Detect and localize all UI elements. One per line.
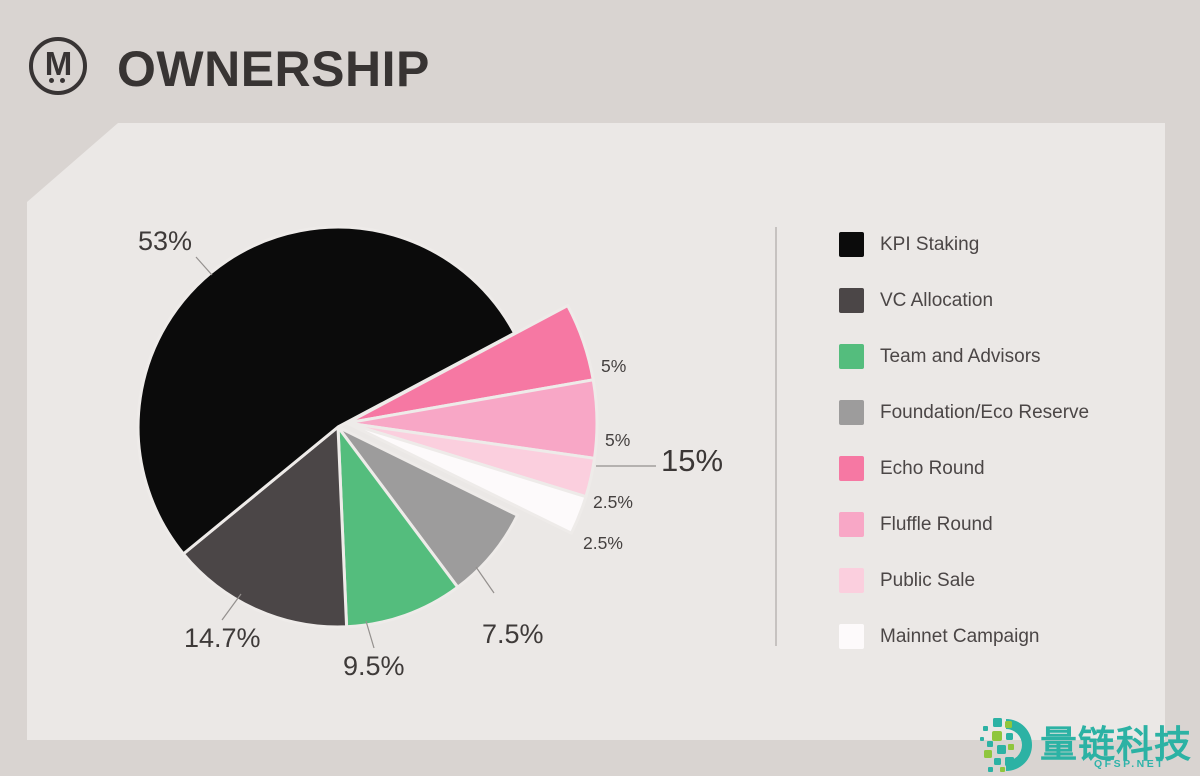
legend-label: Mainnet Campaign	[880, 626, 1040, 647]
pie-slice-kpi-staking[interactable]	[136, 225, 517, 556]
legend-label: Public Sale	[880, 570, 976, 591]
legend-swatch	[839, 344, 864, 369]
legend-item-echo-round: Echo Round	[839, 456, 1089, 481]
legend-divider	[775, 227, 777, 646]
legend-item-team-advisors: Team and Advisors	[839, 344, 1089, 369]
legend-label: VC Allocation	[880, 290, 994, 311]
brand-logo: M	[29, 37, 87, 95]
legend-label: KPI Staking	[880, 234, 980, 255]
slice-label-public-sale: 2.5%	[593, 492, 633, 512]
legend-swatch	[839, 400, 864, 425]
legend-swatch	[839, 624, 864, 649]
watermark: 量链科技 QFSP.NET	[978, 712, 1200, 776]
logo-dot-icon	[49, 78, 54, 83]
watermark-brand-text: 量链科技	[1040, 724, 1192, 765]
slice-label-foundation: 7.5%	[482, 619, 544, 649]
legend-swatch	[839, 456, 864, 481]
slice-label-echo-round: 5%	[601, 356, 627, 376]
legend-item-fluffle-round: Fluffle Round	[839, 512, 1089, 537]
legend-swatch	[839, 288, 864, 313]
legend-swatch	[839, 232, 864, 257]
legend-label: Team and Advisors	[880, 346, 1041, 367]
slice-label-fluffle-round: 5%	[605, 430, 631, 450]
legend-label: Foundation/Eco Reserve	[880, 402, 1090, 423]
pie-slice-foundation-eco-reserve[interactable]	[336, 425, 519, 589]
legend-item-vc-allocation: VC Allocation	[839, 288, 1089, 313]
pie-slice-vc-allocation[interactable]	[181, 425, 349, 629]
logo-dot-icon	[60, 78, 65, 83]
watermark-logo-icon	[980, 718, 1032, 772]
slice-label-mainnet-campaign: 2.5%	[583, 533, 623, 553]
page-title: OWNERSHIP	[117, 41, 430, 97]
slice-label-vc-allocation: 14.7%	[184, 623, 261, 653]
group-callout-label: 15%	[661, 443, 724, 478]
slice-label-kpi-staking: 53%	[138, 226, 193, 256]
legend-label: Fluffle Round	[880, 514, 993, 535]
legend-swatch	[839, 512, 864, 537]
legend-swatch	[839, 568, 864, 593]
slice-label-team-advisors: 9.5%	[343, 651, 405, 681]
legend-item-foundation: Foundation/Eco Reserve	[839, 400, 1089, 425]
brand-logo-letter: M	[44, 45, 73, 82]
legend-label: Echo Round	[880, 458, 985, 479]
pie-slice-mainnet-campaign[interactable]	[345, 421, 588, 535]
legend-item-mainnet-campaign: Mainnet Campaign	[839, 624, 1089, 649]
watermark-domain-text: QFSP.NET	[1094, 758, 1166, 770]
legend-item-kpi-staking: KPI Staking	[839, 232, 1089, 257]
pie-slice-team-and-advisors[interactable]	[336, 425, 460, 629]
legend-item-public-sale: Public Sale	[839, 568, 1089, 593]
legend: KPI Staking VC Allocation Team and Advis…	[839, 232, 1089, 649]
